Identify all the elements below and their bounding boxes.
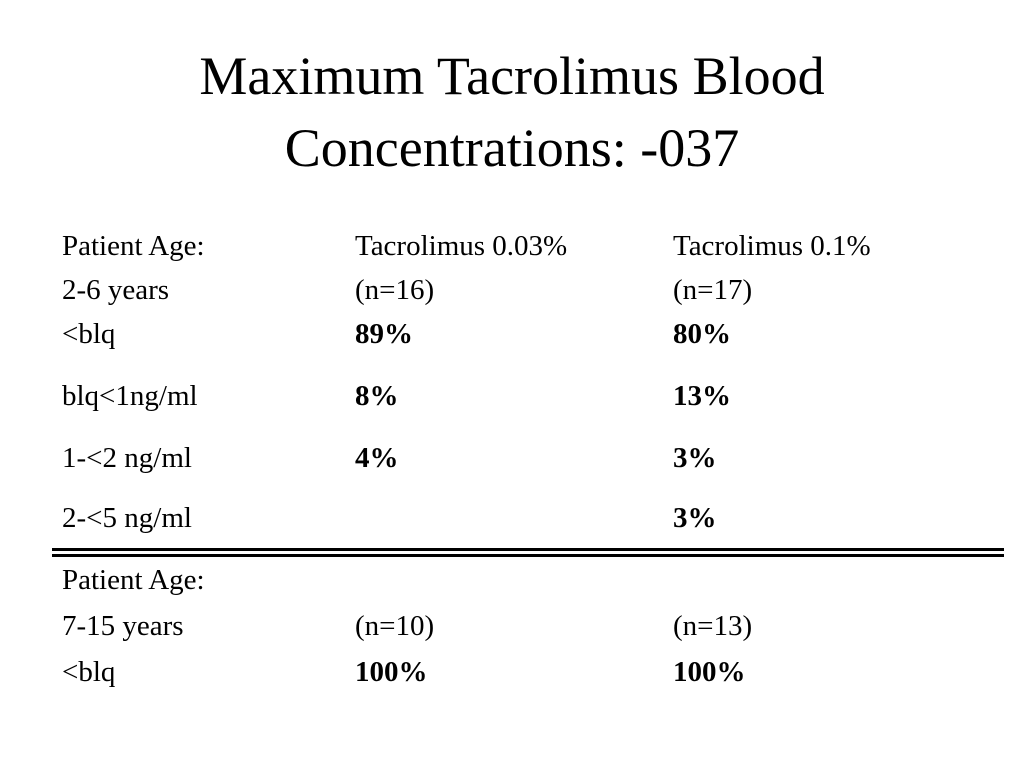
table-row: 2-<5 ng/ml 3% [52, 498, 1004, 550]
value-tacrolimus-003: 4% [355, 442, 399, 474]
group1-age-label: Patient Age: [62, 230, 205, 262]
group2-header-row: Patient Age: [52, 556, 1004, 604]
value-tacrolimus-01: 100% [673, 656, 746, 688]
value-tacrolimus-01: 3% [673, 442, 717, 474]
row-label: blq<1ng/ml [62, 380, 198, 412]
value-tacrolimus-003 [345, 498, 663, 550]
value-tacrolimus-003: 8% [355, 380, 399, 412]
table-row: 1-<2 ng/ml 4% 3% [52, 436, 1004, 498]
row-label: <blq [62, 318, 116, 350]
value-tacrolimus-01: 3% [673, 502, 717, 534]
slide-title-line-2: Concentrations: -037 [284, 118, 740, 178]
group1-age-range: 2-6 years [62, 274, 170, 306]
column-header-tacrolimus-003: Tacrolimus 0.03% [355, 230, 568, 262]
group1-n-tacrolimus-01: (n=17) [673, 274, 753, 306]
value-tacrolimus-01: 13% [673, 380, 731, 412]
slide-title-line-1: Maximum Tacrolimus Blood [199, 46, 825, 106]
value-tacrolimus-003: 89% [355, 318, 413, 350]
value-tacrolimus-003: 100% [355, 656, 428, 688]
concentration-table: Patient Age: Tacrolimus 0.03% Tacrolimus… [52, 224, 1004, 695]
group2-n-tacrolimus-003: (n=10) [355, 610, 435, 642]
row-label: 2-<5 ng/ml [62, 502, 192, 534]
group2-n-tacrolimus-01: (n=13) [673, 610, 753, 642]
group1-subheader-row: 2-6 years (n=16) (n=17) [52, 268, 1004, 312]
value-tacrolimus-01: 80% [673, 318, 731, 350]
group2-subheader-row: 7-15 years (n=10) (n=13) [52, 603, 1004, 649]
table-row: <blq 89% 80% [52, 312, 1004, 374]
table-row: blq<1ng/ml 8% 13% [52, 374, 1004, 436]
column-header-tacrolimus-01: Tacrolimus 0.1% [673, 230, 871, 262]
group-divider [52, 548, 1004, 557]
row-label: <blq [62, 656, 116, 688]
group1-header-row: Patient Age: Tacrolimus 0.03% Tacrolimus… [52, 224, 1004, 268]
group2-age-range: 7-15 years [62, 610, 184, 642]
slide-title: Maximum Tacrolimus Blood Concentrations:… [0, 40, 1024, 184]
group2-age-label: Patient Age: [62, 564, 205, 596]
row-label: 1-<2 ng/ml [62, 442, 192, 474]
group1-n-tacrolimus-003: (n=16) [355, 274, 435, 306]
table-row: <blq 100% 100% [52, 649, 1004, 695]
